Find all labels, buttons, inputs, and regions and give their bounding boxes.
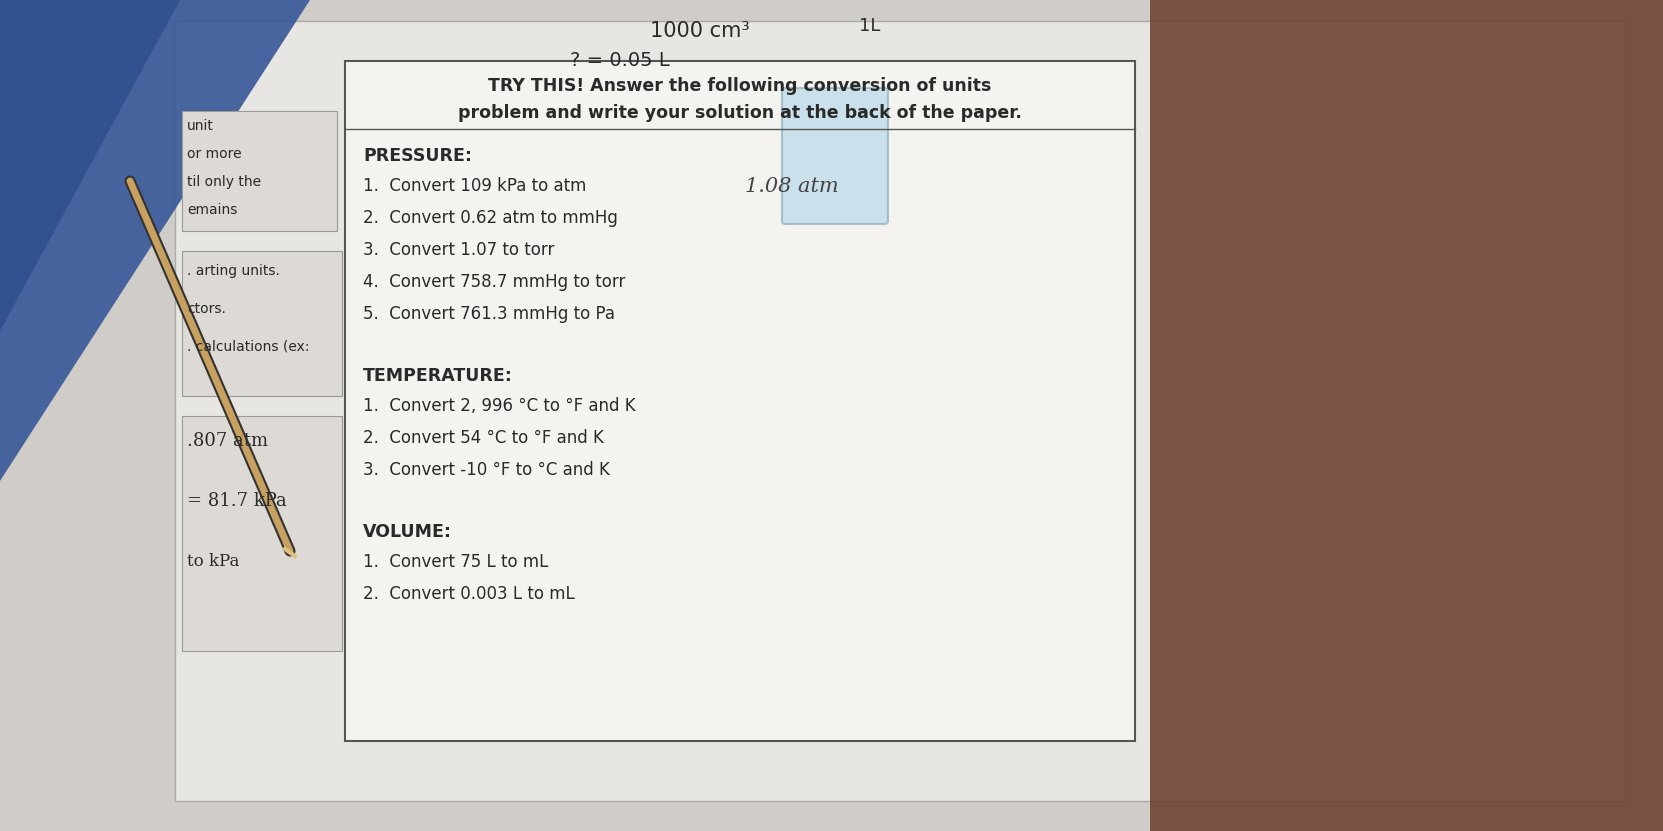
Text: 2.  Convert 54 °C to °F and K: 2. Convert 54 °C to °F and K [363, 429, 604, 447]
Text: 3.  Convert 1.07 to torr: 3. Convert 1.07 to torr [363, 241, 554, 259]
Text: to kPa: to kPa [186, 553, 239, 569]
Text: .807 atm: .807 atm [186, 432, 268, 450]
FancyBboxPatch shape [181, 111, 338, 231]
Text: unit: unit [186, 119, 215, 133]
Text: 2.  Convert 0.62 atm to mmHg: 2. Convert 0.62 atm to mmHg [363, 209, 619, 227]
Text: 2.  Convert 0.003 L to mL: 2. Convert 0.003 L to mL [363, 585, 575, 603]
Text: emains: emains [186, 203, 238, 217]
Text: TEMPERATURE:: TEMPERATURE: [363, 367, 512, 385]
Text: ctors.: ctors. [186, 302, 226, 316]
FancyBboxPatch shape [175, 21, 1625, 801]
Text: TRY THIS! Answer the following conversion of units: TRY THIS! Answer the following conversio… [489, 77, 991, 95]
Text: = 81.7 kPa: = 81.7 kPa [186, 492, 286, 510]
FancyBboxPatch shape [782, 88, 888, 224]
FancyBboxPatch shape [344, 61, 1136, 741]
Text: VOLUME:: VOLUME: [363, 523, 452, 541]
Text: 1.  Convert 2, 996 °C to °F and K: 1. Convert 2, 996 °C to °F and K [363, 397, 635, 415]
Text: 3.  Convert -10 °F to °C and K: 3. Convert -10 °F to °C and K [363, 461, 610, 479]
Polygon shape [0, 0, 309, 481]
Text: 1.  Convert 75 L to mL: 1. Convert 75 L to mL [363, 553, 549, 571]
Text: problem and write your solution at the back of the paper.: problem and write your solution at the b… [457, 104, 1023, 122]
Text: PRESSURE:: PRESSURE: [363, 147, 472, 165]
Polygon shape [1151, 0, 1663, 831]
Text: til only the: til only the [186, 175, 261, 189]
Text: ? = 0.05 L: ? = 0.05 L [570, 52, 670, 71]
Text: 5.  Convert 761.3 mmHg to Pa: 5. Convert 761.3 mmHg to Pa [363, 305, 615, 323]
Text: . arting units.: . arting units. [186, 264, 279, 278]
Text: 1L: 1L [860, 17, 881, 35]
Text: 1.08 atm: 1.08 atm [745, 176, 838, 195]
Text: 4.  Convert 758.7 mmHg to torr: 4. Convert 758.7 mmHg to torr [363, 273, 625, 291]
Text: 1.  Convert 109 kPa to atm: 1. Convert 109 kPa to atm [363, 177, 587, 195]
Text: . calculations (ex:: . calculations (ex: [186, 340, 309, 354]
Text: or more: or more [186, 147, 241, 161]
Polygon shape [0, 0, 180, 331]
FancyBboxPatch shape [181, 416, 343, 651]
FancyBboxPatch shape [181, 251, 343, 396]
Text: 1000 cm³: 1000 cm³ [650, 21, 750, 41]
